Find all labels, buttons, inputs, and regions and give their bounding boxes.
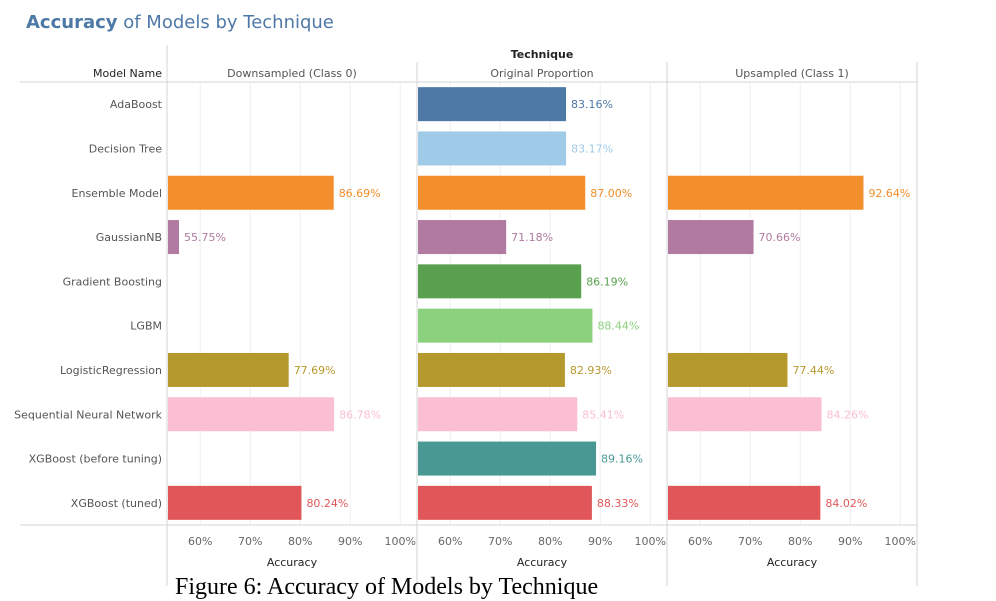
x-axis-label: Accuracy: [517, 556, 568, 569]
x-tick-label: 90%: [588, 535, 612, 548]
column-group-header: Technique: [511, 48, 574, 61]
row-label: AdaBoost: [110, 98, 163, 111]
row-header: Model Name: [93, 67, 162, 80]
data-label: 80.24%: [306, 497, 348, 510]
x-tick-label: 60%: [188, 535, 212, 548]
x-tick-label: 60%: [688, 535, 712, 548]
panel-header: Upsampled (Class 1): [735, 67, 849, 80]
x-tick-label: 70%: [488, 535, 512, 548]
row-label: XGBoost (before tuning): [29, 453, 162, 466]
x-tick-label: 80%: [288, 535, 312, 548]
bar: [418, 87, 567, 122]
x-tick-label: 90%: [838, 535, 862, 548]
x-tick-label: 100%: [635, 535, 666, 548]
data-label: 77.44%: [792, 364, 834, 377]
data-label: 55.75%: [184, 231, 226, 244]
data-label: 84.26%: [827, 408, 869, 421]
bar: [418, 441, 597, 476]
data-label: 77.69%: [294, 364, 336, 377]
x-tick-label: 80%: [538, 535, 562, 548]
row-label: Gradient Boosting: [63, 275, 162, 288]
bar-chart: Technique Model Name Downsampled (Class 0)…: [14, 45, 918, 586]
bar: [668, 397, 822, 432]
x-axis-label: Accuracy: [767, 556, 818, 569]
x-tick-label: 100%: [385, 535, 416, 548]
x-tick-label: 90%: [338, 535, 362, 548]
title-rest: of Models by Technique: [117, 12, 334, 33]
x-tick-label: 70%: [738, 535, 762, 548]
bar: [168, 485, 302, 520]
bar: [668, 220, 754, 255]
data-label: 88.44%: [597, 320, 639, 333]
row-label: LogisticRegression: [60, 364, 162, 377]
data-label: 89.16%: [601, 453, 643, 466]
bar: [168, 397, 335, 432]
x-tick-label: 80%: [788, 535, 812, 548]
panel-header: Original Proportion: [490, 67, 593, 80]
title-bold: Accuracy: [26, 12, 118, 33]
data-label: 88.33%: [597, 497, 639, 510]
bar: [418, 264, 582, 299]
row-label: Decision Tree: [89, 142, 162, 155]
data-label: 86.69%: [339, 187, 381, 200]
data-label: 85.41%: [582, 408, 624, 421]
x-tick-label: 70%: [238, 535, 262, 548]
bar: [168, 352, 289, 387]
bar: [418, 485, 592, 520]
row-label: XGBoost (tuned): [71, 497, 162, 510]
x-tick-label: 60%: [438, 535, 462, 548]
data-label: 92.64%: [868, 187, 910, 200]
data-label: 87.00%: [590, 187, 632, 200]
row-label: Sequential Neural Network: [14, 408, 162, 421]
data-label: 70.66%: [759, 231, 801, 244]
data-label: 86.78%: [339, 408, 381, 421]
figure-caption: Figure 6: Accuracy of Models by Techniqu…: [175, 574, 599, 600]
bar: [418, 308, 593, 343]
data-label: 83.16%: [571, 98, 613, 111]
chart-title: Accuracy of Models by Technique: [26, 12, 334, 33]
x-axis-label: Accuracy: [267, 556, 318, 569]
data-label: 83.17%: [571, 142, 613, 155]
bar: [418, 397, 578, 432]
x-tick-label: 100%: [885, 535, 916, 548]
panel-header: Downsampled (Class 0): [227, 67, 357, 80]
bar: [668, 485, 821, 520]
bar: [668, 175, 864, 210]
data-label: 86.19%: [586, 275, 628, 288]
bar: [418, 131, 567, 166]
data-label: 84.02%: [825, 497, 867, 510]
bar: [418, 352, 565, 387]
row-label: Ensemble Model: [72, 187, 162, 200]
row-label: GaussianNB: [96, 231, 162, 244]
bar: [668, 352, 788, 387]
bar: [168, 220, 179, 255]
data-label: 71.18%: [511, 231, 553, 244]
data-label: 82.93%: [570, 364, 612, 377]
bar: [418, 220, 507, 255]
bar: [418, 175, 586, 210]
bar: [168, 175, 334, 210]
row-label: LGBM: [130, 320, 162, 333]
